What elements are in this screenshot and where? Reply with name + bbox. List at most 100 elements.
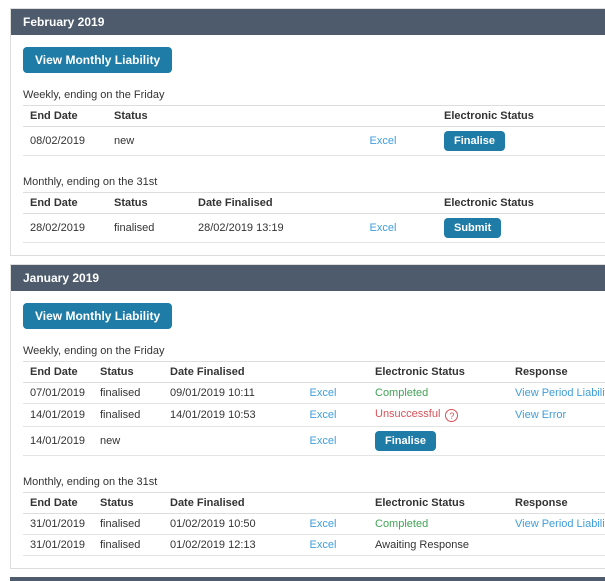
- response-cell: [508, 534, 605, 556]
- table-row: 08/02/2019 new Excel Finalise: [23, 126, 605, 156]
- column-header: Status: [107, 192, 191, 214]
- column-header: Electronic Status: [368, 492, 508, 514]
- electronic-status-text: Completed: [375, 518, 429, 530]
- excel-link[interactable]: Excel: [309, 435, 337, 447]
- table-header-row: End Date Status Date Finalised Electronic S…: [23, 361, 605, 383]
- view-monthly-liability-button[interactable]: View Monthly Liability: [23, 303, 173, 329]
- excel-cell: Excel: [278, 403, 368, 427]
- table-header-row: End Date Status Electronic Status: [23, 105, 605, 127]
- submit-button[interactable]: Submit: [444, 218, 502, 238]
- column-header: End Date: [23, 361, 93, 383]
- end-date-cell: 08/02/2019: [23, 126, 107, 156]
- column-header: Date Finalised: [191, 192, 329, 214]
- section-body: View Monthly Liability Weekly, ending on …: [11, 35, 605, 255]
- table-caption: Weekly, ending on the Friday: [23, 89, 165, 101]
- electronic-status-cell: Awaiting Response: [368, 534, 508, 556]
- end-date-cell: 07/01/2019: [23, 382, 93, 404]
- column-header: Electronic Status: [437, 192, 605, 214]
- electronic-status-text: Completed: [375, 387, 429, 399]
- excel-cell: Excel: [329, 126, 437, 156]
- excel-cell: Excel: [278, 382, 368, 404]
- help-icon[interactable]: ?: [445, 409, 459, 422]
- excel-link[interactable]: Excel: [309, 409, 337, 421]
- excel-cell: Excel: [278, 426, 368, 456]
- response-cell: View Error: [508, 403, 605, 427]
- finalise-button[interactable]: Finalise: [375, 431, 436, 451]
- response-cell: [508, 426, 605, 456]
- excel-cell: Excel: [329, 213, 437, 243]
- column-header: [278, 361, 368, 383]
- excel-cell: Excel: [278, 513, 368, 535]
- section-body: View Monthly Liability Weekly, ending on …: [11, 291, 605, 568]
- section-header: February 2019: [11, 9, 605, 35]
- excel-link[interactable]: Excel: [369, 135, 397, 147]
- excel-link[interactable]: Excel: [309, 518, 337, 530]
- response-link[interactable]: View Period Liability: [515, 518, 605, 530]
- finalise-button[interactable]: Finalise: [444, 131, 505, 151]
- table-row: 31/01/2019 finalised 01/02/2019 12:13 Excel…: [23, 534, 605, 556]
- column-header: Electronic Status: [437, 105, 605, 127]
- period-table: End Date Status Electronic Status 08/02/201…: [23, 105, 605, 156]
- column-header: End Date: [23, 192, 107, 214]
- column-header: Response: [508, 492, 605, 514]
- next-section-header-partial: [10, 577, 605, 581]
- month-section-panel: February 2019 View Monthly Liability Weekl…: [10, 8, 605, 256]
- view-monthly-liability-button[interactable]: View Monthly Liability: [23, 47, 173, 73]
- column-header: Electronic Status: [368, 361, 508, 383]
- end-date-cell: 14/01/2019: [23, 403, 93, 427]
- period-table: End Date Status Date Finalised Electronic S…: [23, 192, 605, 243]
- period-table: End Date Status Date Finalised Electronic S…: [23, 361, 605, 456]
- table-caption: Weekly, ending on the Friday: [23, 345, 165, 357]
- electronic-status-text: Awaiting Response: [375, 539, 469, 551]
- end-date-cell: 28/02/2019: [23, 213, 107, 243]
- column-header: End Date: [23, 492, 93, 514]
- column-header: Status: [93, 361, 163, 383]
- table-row: 14/01/2019 finalised 14/01/2019 10:53 Excel…: [23, 403, 605, 427]
- status-cell: finalised: [93, 403, 163, 427]
- electronic-status-cell: Completed: [368, 513, 508, 535]
- electronic-status-text: Unsuccessful: [375, 408, 441, 420]
- response-link[interactable]: View Period Liability: [515, 387, 605, 399]
- column-header: Date Finalised: [163, 361, 278, 383]
- response-cell: View Period Liability: [508, 382, 605, 404]
- date-finalised-cell: [163, 426, 278, 456]
- excel-link[interactable]: Excel: [309, 387, 337, 399]
- date-finalised-cell: 09/01/2019 10:11: [163, 382, 278, 404]
- date-finalised-cell: 01/02/2019 10:50: [163, 513, 278, 535]
- column-header: Status: [107, 105, 329, 127]
- electronic-status-cell: Unsuccessful?: [368, 403, 508, 427]
- electronic-status-cell: Submit: [437, 213, 605, 243]
- date-finalised-cell: 14/01/2019 10:53: [163, 403, 278, 427]
- end-date-cell: 14/01/2019: [23, 426, 93, 456]
- status-cell: new: [93, 426, 163, 456]
- table-row: 31/01/2019 finalised 01/02/2019 10:50 Excel…: [23, 513, 605, 535]
- column-header: Response: [508, 361, 605, 383]
- response-link[interactable]: View Error: [515, 409, 567, 421]
- section-header: January 2019: [11, 265, 605, 291]
- table-caption: Monthly, ending on the 31st: [23, 176, 158, 188]
- date-finalised-cell: 01/02/2019 12:13: [163, 534, 278, 556]
- end-date-cell: 31/01/2019: [23, 534, 93, 556]
- excel-cell: Excel: [278, 534, 368, 556]
- table-caption: Monthly, ending on the 31st: [23, 476, 158, 488]
- column-header: [278, 492, 368, 514]
- status-cell: finalised: [93, 382, 163, 404]
- response-cell: View Period Liability: [508, 513, 605, 535]
- electronic-status-cell: Finalise: [437, 126, 605, 156]
- column-header: [329, 105, 437, 127]
- table-header-row: End Date Status Date Finalised Electronic S…: [23, 192, 605, 214]
- table-header-row: End Date Status Date Finalised Electronic S…: [23, 492, 605, 514]
- excel-link[interactable]: Excel: [369, 222, 397, 234]
- electronic-status-cell: Completed: [368, 382, 508, 404]
- column-header: [329, 192, 437, 214]
- excel-link[interactable]: Excel: [309, 539, 337, 551]
- column-header: Status: [93, 492, 163, 514]
- period-table: End Date Status Date Finalised Electronic S…: [23, 492, 605, 556]
- date-finalised-cell: 28/02/2019 13:19: [191, 213, 329, 243]
- electronic-status-cell: Finalise: [368, 426, 508, 456]
- status-cell: finalised: [93, 513, 163, 535]
- table-row: 14/01/2019 new Excel Finalise: [23, 426, 605, 456]
- status-cell: finalised: [93, 534, 163, 556]
- month-sections-container: February 2019 View Monthly Liability Weekl…: [0, 8, 605, 569]
